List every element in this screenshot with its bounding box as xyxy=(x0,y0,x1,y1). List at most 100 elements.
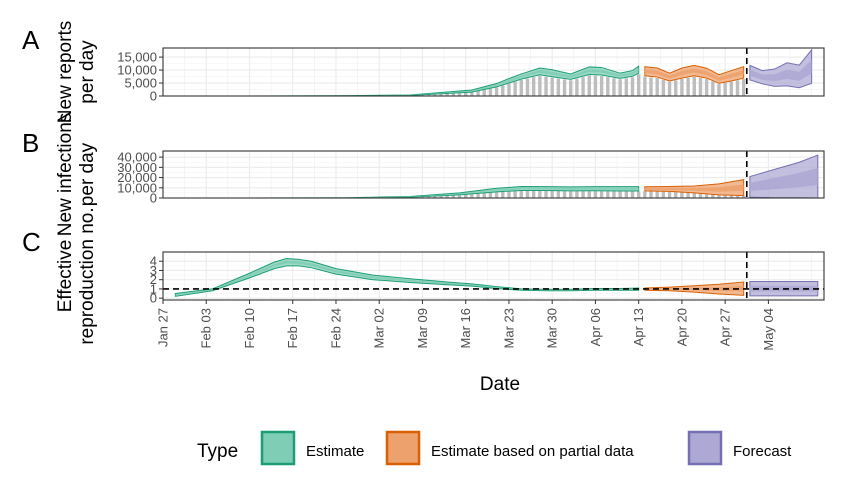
y-tick-label: 15,000 xyxy=(117,50,157,65)
reported-bar xyxy=(636,191,641,198)
reported-bar xyxy=(507,83,511,96)
reported-bar xyxy=(587,191,591,198)
legend-label-partial: Estimate based on partial data xyxy=(431,443,634,460)
reported-bar xyxy=(618,191,622,198)
x-axis: Jan 27 Feb 03 Feb 10 Feb 17 Feb 24 Mar 02 Mar … xyxy=(156,300,776,351)
reported-bar xyxy=(531,190,536,198)
ribbon-inner-estimate-based-on-partial-data xyxy=(644,184,744,192)
reported-bar xyxy=(550,77,554,96)
reported-bar xyxy=(624,191,629,198)
reported-bar xyxy=(680,192,684,198)
reported-bar xyxy=(439,93,443,96)
reported-bar xyxy=(482,89,486,96)
reported-bar xyxy=(451,93,456,96)
reported-bar xyxy=(451,195,456,198)
y-tick-label: 3 xyxy=(150,263,157,278)
y-tick-label: 30,000 xyxy=(117,160,157,175)
reported-bar xyxy=(735,80,740,96)
reported-bar xyxy=(420,196,425,198)
reported-bar xyxy=(457,92,462,96)
reported-bar xyxy=(494,87,499,96)
y-tick-label: 10,000 xyxy=(117,180,157,195)
reported-bar xyxy=(531,77,536,96)
reported-bar xyxy=(667,191,672,198)
y-tick-label: 40,000 xyxy=(117,150,157,165)
reported-bar xyxy=(618,79,622,96)
reported-bar xyxy=(717,195,721,198)
reported-bar xyxy=(606,77,610,96)
x-tick-label: Jan 27 xyxy=(156,308,171,347)
reported-bar xyxy=(476,193,480,198)
reported-bar xyxy=(735,195,740,198)
reported-bar xyxy=(593,191,598,198)
x-tick-label: Feb 17 xyxy=(285,308,300,348)
ribbon-inner-estimate-based-on-partial-data xyxy=(644,68,744,81)
x-tick-label: Mar 09 xyxy=(415,308,430,348)
x-tick-label: Feb 03 xyxy=(199,308,214,348)
y-tick-label: 10,000 xyxy=(117,63,157,78)
reported-bar xyxy=(674,80,678,96)
x-tick-label: Apr 13 xyxy=(631,308,646,346)
reported-bar xyxy=(599,76,604,96)
ribbon-estimate-based-on-partial-data xyxy=(644,179,745,197)
reported-bar xyxy=(519,79,523,96)
reported-bar xyxy=(686,77,690,96)
reported-bar xyxy=(525,190,530,198)
reported-bar xyxy=(717,83,721,96)
reported-bar xyxy=(439,195,443,198)
reported-bar xyxy=(470,92,474,96)
ribbon-inner-estimate xyxy=(163,68,639,96)
reported-bar xyxy=(494,192,499,198)
reported-bar xyxy=(513,191,517,198)
x-tick-label: Mar 02 xyxy=(372,308,387,348)
reported-bar xyxy=(464,194,468,198)
reported-bar xyxy=(612,78,616,96)
ribbon-inner-forecast xyxy=(749,59,812,82)
reported-bar xyxy=(643,191,647,198)
reported-bar xyxy=(692,193,696,198)
reported-bar xyxy=(575,78,579,96)
ribbon-inner-forecast xyxy=(749,167,818,191)
panel-label: A xyxy=(22,25,40,55)
reported-bar xyxy=(562,191,567,198)
x-axis-title: Date xyxy=(480,374,520,395)
reported-bar xyxy=(488,192,493,198)
reported-bar xyxy=(501,85,505,96)
reported-bar xyxy=(426,196,431,198)
reported-bar xyxy=(556,191,561,198)
legend-label-forecast: Forecast xyxy=(733,443,792,460)
panel-border xyxy=(162,47,825,97)
legend-title: Type xyxy=(197,441,238,462)
reported-bar xyxy=(667,81,672,96)
reported-bar xyxy=(698,77,703,96)
reported-bar xyxy=(661,191,666,198)
reported-bar xyxy=(698,193,703,198)
reported-bar xyxy=(630,191,635,198)
panel-label: B xyxy=(22,128,39,158)
reported-bar xyxy=(433,94,437,96)
reported-bar xyxy=(476,91,480,96)
reported-bar xyxy=(445,195,449,198)
ribbon-estimate xyxy=(174,257,640,297)
reported-bar xyxy=(723,195,727,198)
y-tick-label: 4 xyxy=(150,254,157,269)
reported-bar xyxy=(655,78,659,96)
y-axis-title: New reportsper day xyxy=(55,21,98,123)
reported-bar xyxy=(569,80,573,96)
reported-bar xyxy=(519,190,523,198)
reported-bar xyxy=(643,76,647,96)
panel-border xyxy=(162,251,825,301)
x-tick-label: Apr 27 xyxy=(718,308,733,346)
x-tick-label: Mar 30 xyxy=(545,308,560,348)
reported-bar xyxy=(674,192,678,198)
y-tick-label: 0 xyxy=(150,291,157,306)
reported-bar xyxy=(507,191,511,198)
reported-bar xyxy=(464,92,468,96)
legend-key-forecast xyxy=(687,430,723,466)
reported-bar xyxy=(562,79,567,96)
reported-bar xyxy=(599,191,604,198)
reported-bar xyxy=(501,191,505,198)
reported-bar xyxy=(612,191,616,198)
